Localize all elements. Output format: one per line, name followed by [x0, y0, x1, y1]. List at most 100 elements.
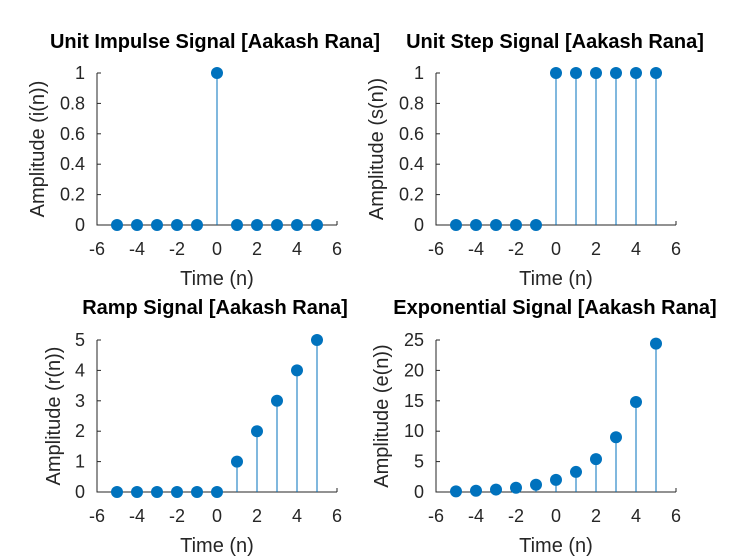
y-tick-label: 1 — [414, 63, 424, 83]
stem-marker — [231, 219, 243, 231]
stem-marker — [291, 219, 303, 231]
y-tick-label: 0.4 — [399, 154, 424, 174]
stem-marker — [271, 394, 283, 407]
stem-marker — [530, 478, 542, 491]
y-tick-label: 10 — [404, 421, 424, 441]
stem-marker — [131, 486, 143, 498]
x-tick-label: 6 — [671, 506, 681, 526]
stem-marker — [211, 486, 223, 498]
stem-marker — [470, 219, 482, 231]
x-tick-label: 2 — [252, 506, 262, 526]
y-tick-label: 5 — [414, 452, 424, 472]
stem-marker — [650, 337, 662, 350]
y-tick-label: 1 — [75, 452, 85, 472]
chart-title: Unit Impulse Signal [Aakash Rana] — [50, 31, 380, 53]
stem-marker — [510, 219, 522, 231]
stem-marker — [291, 364, 303, 377]
x-tick-label: 2 — [591, 239, 601, 259]
x-tick-label: 4 — [631, 506, 641, 526]
y-tick-label: 0 — [414, 482, 424, 502]
x-tick-label: -4 — [129, 506, 145, 526]
stem-marker — [490, 483, 502, 496]
x-tick-label: 2 — [252, 239, 262, 259]
chart-title: Unit Step Signal [Aakash Rana] — [406, 31, 704, 53]
y-tick-label: 0 — [75, 215, 85, 235]
y-tick-label: 2 — [75, 421, 85, 441]
x-tick-label: 0 — [551, 239, 561, 259]
stem-marker — [510, 481, 522, 494]
stem-marker — [271, 219, 283, 231]
stem-marker — [191, 486, 203, 498]
chart-title: Ramp Signal [Aakash Rana] — [82, 297, 348, 319]
x-tick-label: 0 — [212, 506, 222, 526]
x-tick-label: 0 — [551, 506, 561, 526]
y-tick-label: 0.8 — [60, 93, 85, 113]
y-tick-label: 0 — [75, 482, 85, 502]
stem-marker — [111, 219, 123, 231]
x-tick-label: -6 — [428, 239, 444, 259]
y-tick-label: 5 — [75, 330, 85, 350]
x-tick-label: -2 — [508, 239, 524, 259]
x-tick-label: -2 — [169, 506, 185, 526]
subplot-2: 0 0.2 0.4 0.6 0.8 1 -6 -4 -2 0 2 4 6 Unit Step Signal… — [366, 31, 704, 290]
axes-lines — [435, 340, 676, 493]
chart-title: Exponential Signal [Aakash Rana] — [393, 297, 716, 319]
x-tick-label: -4 — [129, 239, 145, 259]
x-tick-label: 4 — [292, 239, 302, 259]
x-axis-label: Time (n) — [180, 268, 254, 290]
stem-marker — [311, 334, 323, 346]
y-tick-label: 4 — [75, 360, 85, 380]
stem-marker — [151, 486, 163, 498]
subplot-1: 0 0.2 0.4 0.6 0.8 1 -6 -4 -2 0 2 4 6 Unit Impulse Sig… — [27, 31, 380, 290]
stem-marker — [590, 67, 602, 79]
x-tick-label: -6 — [89, 239, 105, 259]
stem-marker — [231, 455, 243, 468]
subplot-4: 0 5 10 15 20 25 -6 -4 -2 0 2 4 6 Exponential Signal [… — [371, 297, 717, 557]
stem-marker — [450, 485, 462, 498]
x-tick-label: -4 — [468, 506, 484, 526]
y-tick-label: 15 — [404, 391, 424, 411]
x-axis-label: Time (n) — [180, 535, 254, 557]
stem-marker — [590, 453, 602, 466]
stem-marker — [550, 473, 562, 486]
stem-marker — [530, 219, 542, 231]
stem-marker — [171, 219, 183, 231]
y-tick-label: 0.6 — [399, 124, 424, 144]
x-tick-label: 6 — [332, 506, 342, 526]
subplot-3: 0 1 2 3 4 5 -6 -4 -2 0 2 4 6 Ramp Signal [Aakash Rana… — [43, 297, 348, 557]
x-tick-label: -6 — [89, 506, 105, 526]
x-tick-label: 6 — [671, 239, 681, 259]
x-tick-label: -2 — [169, 239, 185, 259]
y-tick-label: 0.2 — [60, 185, 85, 205]
y-tick-label: 0 — [414, 215, 424, 235]
stem-marker — [171, 486, 183, 498]
stem-marker — [630, 396, 642, 409]
x-axis-label: Time (n) — [519, 535, 593, 557]
y-tick-label: 1 — [75, 63, 85, 83]
x-tick-label: 4 — [631, 239, 641, 259]
x-tick-label: 6 — [332, 239, 342, 259]
x-tick-label: 2 — [591, 506, 601, 526]
stem-marker — [211, 67, 223, 79]
stem-marker — [630, 67, 642, 79]
y-tick-label: 25 — [404, 330, 424, 350]
stem-marker — [191, 219, 203, 231]
y-tick-label: 0.4 — [60, 154, 85, 174]
y-tick-label: 20 — [404, 360, 424, 380]
y-tick-label: 0.8 — [399, 93, 424, 113]
stem-marker — [251, 219, 263, 231]
y-tick-label: 0.6 — [60, 124, 85, 144]
axes-lines — [96, 340, 337, 493]
y-axis-label: Amplitude (e(n)) — [371, 344, 393, 487]
y-tick-label: 3 — [75, 391, 85, 411]
stem-marker — [610, 67, 622, 79]
stem-marker — [131, 219, 143, 231]
stem-marker — [311, 219, 323, 231]
stem-marker — [550, 67, 562, 79]
y-axis-label: Amplitude (s(n)) — [366, 78, 388, 220]
stem-marker — [470, 484, 482, 497]
y-axis-label: Amplitude (i(n)) — [27, 81, 49, 218]
x-tick-label: -6 — [428, 506, 444, 526]
stem-marker — [151, 219, 163, 231]
